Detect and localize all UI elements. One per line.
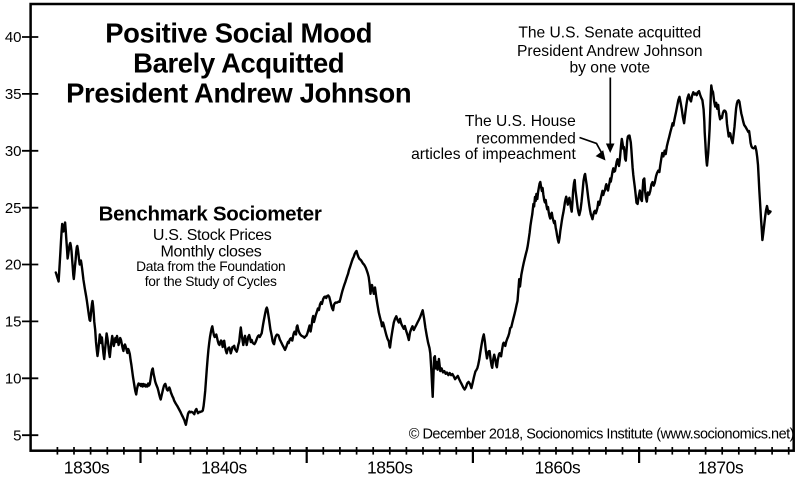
svg-text:1870s: 1870s bbox=[698, 458, 744, 478]
svg-text:1830s: 1830s bbox=[64, 458, 110, 478]
svg-text:30: 30 bbox=[5, 143, 22, 160]
svg-text:President Andrew Johnson: President Andrew Johnson bbox=[66, 77, 411, 108]
svg-text:for the Study of Cycles: for the Study of Cycles bbox=[145, 274, 277, 289]
svg-text:President Andrew Johnson: President Andrew Johnson bbox=[517, 43, 703, 60]
svg-text:Barely Acquitted: Barely Acquitted bbox=[133, 48, 344, 79]
svg-text:1860s: 1860s bbox=[535, 458, 581, 478]
svg-text:recommended: recommended bbox=[476, 130, 576, 147]
svg-text:15: 15 bbox=[5, 314, 22, 331]
svg-text:40: 40 bbox=[5, 29, 22, 46]
svg-text:5: 5 bbox=[13, 427, 21, 444]
svg-text:25: 25 bbox=[5, 200, 22, 217]
svg-text:1840s: 1840s bbox=[201, 458, 247, 478]
svg-text:© December 2018, Socionomics I: © December 2018, Socionomics Institute (… bbox=[409, 427, 794, 443]
svg-text:Monthly closes: Monthly closes bbox=[161, 244, 262, 261]
svg-text:35: 35 bbox=[5, 86, 22, 103]
svg-text:Benchmark Sociometer: Benchmark Sociometer bbox=[99, 202, 322, 225]
svg-text:U.S. Stock Prices: U.S. Stock Prices bbox=[153, 227, 272, 244]
svg-text:articles of impeachment: articles of impeachment bbox=[411, 146, 576, 163]
svg-text:1850s: 1850s bbox=[367, 458, 413, 478]
svg-text:10: 10 bbox=[5, 371, 22, 388]
svg-text:Positive Social Mood: Positive Social Mood bbox=[105, 18, 372, 49]
svg-text:Data from the Foundation: Data from the Foundation bbox=[136, 259, 285, 274]
svg-text:by one vote: by one vote bbox=[569, 60, 650, 77]
svg-text:20: 20 bbox=[5, 257, 22, 274]
svg-text:The U.S. House: The U.S. House bbox=[465, 113, 576, 130]
svg-text:The U.S. Senate acquitted: The U.S. Senate acquitted bbox=[518, 25, 701, 42]
